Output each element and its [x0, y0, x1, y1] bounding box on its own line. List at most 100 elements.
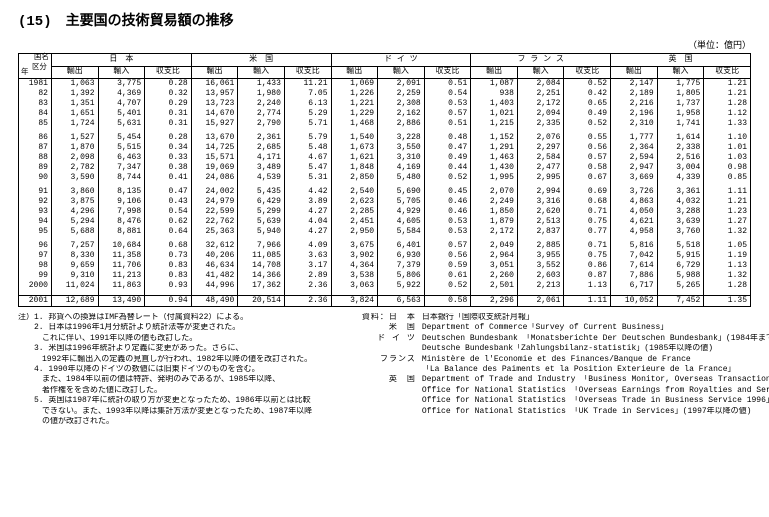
data-cell: 1.21	[704, 197, 751, 207]
data-cell: 2,477	[517, 163, 564, 173]
data-cell: 0.43	[145, 197, 192, 207]
page-title: (15) 主要国の技術貿易額の推移	[18, 10, 751, 30]
data-cell: 15,571	[191, 153, 238, 163]
data-cell: 3,639	[657, 217, 704, 227]
data-cell: 2,774	[238, 109, 285, 119]
footnote-line: 著作権をを含めた値に改訂した。	[18, 386, 348, 396]
sub-header: 輸出	[191, 66, 238, 79]
data-cell: 5,631	[98, 119, 145, 129]
data-cell: 2,061	[517, 296, 564, 307]
source-line: 英 国Department of Trade and Industry 「Bus…	[356, 375, 769, 385]
footnote-line: 4. 1990年以降のドイツの数値には旧東ドイツのものを含む。	[18, 365, 348, 375]
data-cell: 4,050	[611, 207, 658, 217]
year-cell: 92	[19, 197, 52, 207]
data-cell: 0.71	[564, 207, 611, 217]
data-cell: 1,430	[471, 163, 518, 173]
data-cell: 5.79	[284, 133, 331, 143]
data-cell: 3,902	[331, 251, 378, 261]
data-cell: 2,070	[471, 187, 518, 197]
data-cell: 19,069	[191, 163, 238, 173]
data-cell: 4,539	[238, 173, 285, 183]
data-cell: 0.34	[145, 143, 192, 153]
data-cell: 11,024	[51, 281, 98, 291]
data-cell: 1.32	[704, 227, 751, 237]
footnote-line: 3. 米国は1996年統計より定義に変更があった。さらに、	[18, 344, 348, 354]
data-cell: 0.85	[704, 173, 751, 183]
data-cell: 5,922	[378, 281, 425, 291]
data-cell: 1.01	[704, 143, 751, 153]
data-cell: 5,265	[657, 281, 704, 291]
data-cell: 2,084	[517, 79, 564, 90]
data-cell: 11,863	[98, 281, 145, 291]
footnote-line: できない。また、1993年以降は集計方法が変更となったため、1987年以降	[18, 407, 348, 417]
data-cell: 0.83	[145, 271, 192, 281]
data-cell: 1,850	[471, 207, 518, 217]
data-cell: 5,401	[98, 109, 145, 119]
footnotes-right: 資料：日 本日本銀行「国際収支統計月報」米 国Department of Com…	[356, 313, 769, 427]
data-cell: 0.42	[564, 89, 611, 99]
data-cell: 14,366	[238, 271, 285, 281]
data-cell: 3,552	[517, 261, 564, 271]
sub-header: 輸出	[611, 66, 658, 79]
data-cell: 0.55	[564, 133, 611, 143]
data-cell: 24,002	[191, 187, 238, 197]
data-cell: 0.58	[564, 163, 611, 173]
data-cell: 1.11	[564, 296, 611, 307]
data-cell: 5,294	[51, 217, 98, 227]
data-cell: 0.47	[145, 187, 192, 197]
data-cell: 0.67	[564, 173, 611, 183]
sub-header: 収支比	[704, 66, 751, 79]
data-cell: 11,706	[98, 261, 145, 271]
data-cell: 2,790	[238, 119, 285, 129]
data-cell: 8,881	[98, 227, 145, 237]
table-head: 国名区分年日 本米 国ド イ ツフ ラ ン ス英 国輸出輸入収支比輸出輸入収支比…	[19, 54, 751, 79]
data-cell: 6,930	[378, 251, 425, 261]
data-cell: 1,980	[238, 89, 285, 99]
data-cell: 5,988	[657, 271, 704, 281]
data-cell: 0.57	[424, 109, 471, 119]
data-cell: 4,958	[611, 227, 658, 237]
data-cell: 5,518	[657, 241, 704, 251]
data-cell: 0.56	[564, 143, 611, 153]
data-cell: 3,675	[331, 241, 378, 251]
data-cell: 6,401	[378, 241, 425, 251]
data-cell: 14,725	[191, 143, 238, 153]
data-cell: 1,673	[331, 143, 378, 153]
data-cell: 2,091	[378, 79, 425, 90]
data-cell: 0.56	[424, 251, 471, 261]
year-cell: 93	[19, 207, 52, 217]
source-label	[356, 365, 422, 375]
data-cell: 22,762	[191, 217, 238, 227]
sub-header: 収支比	[564, 66, 611, 79]
data-cell: 17,362	[238, 281, 285, 291]
data-cell: 0.32	[145, 89, 192, 99]
data-cell: 14,708	[238, 261, 285, 271]
data-cell: 6,729	[657, 261, 704, 271]
source-line: Office for National Statistics 「Overseas…	[356, 396, 769, 406]
data-table: 国名区分年日 本米 国ド イ ツフ ラ ン ス英 国輸出輸入収支比輸出輸入収支比…	[18, 53, 751, 307]
data-cell: 0.53	[424, 227, 471, 237]
data-cell: 2,516	[657, 153, 704, 163]
data-cell: 3,824	[331, 296, 378, 307]
source-line: Office for National Statistics 「Overseas…	[356, 386, 769, 396]
source-text: Deutsche Bundesbank「Zahlungsbilanz-stati…	[422, 344, 713, 354]
data-cell: 0.28	[145, 133, 192, 143]
data-cell: 5,915	[657, 251, 704, 261]
data-cell: 2.36	[284, 281, 331, 291]
sub-header: 輸入	[98, 66, 145, 79]
data-cell: 6,717	[611, 281, 658, 291]
data-cell: 1.28	[704, 99, 751, 109]
data-cell: 1,291	[471, 143, 518, 153]
data-cell: 7,257	[51, 241, 98, 251]
data-cell: 13,670	[191, 133, 238, 143]
data-cell: 5,515	[98, 143, 145, 153]
data-cell: 2,584	[517, 153, 564, 163]
data-cell: 1.33	[704, 119, 751, 129]
data-cell: 7,452	[657, 296, 704, 307]
data-cell: 40,206	[191, 251, 238, 261]
data-cell: 2,540	[331, 187, 378, 197]
source-line: 米 国Department of Commerce「Survey of Curr…	[356, 323, 769, 333]
data-cell: 3,004	[657, 163, 704, 173]
sub-header: 輸入	[378, 66, 425, 79]
data-cell: 7,614	[611, 261, 658, 271]
